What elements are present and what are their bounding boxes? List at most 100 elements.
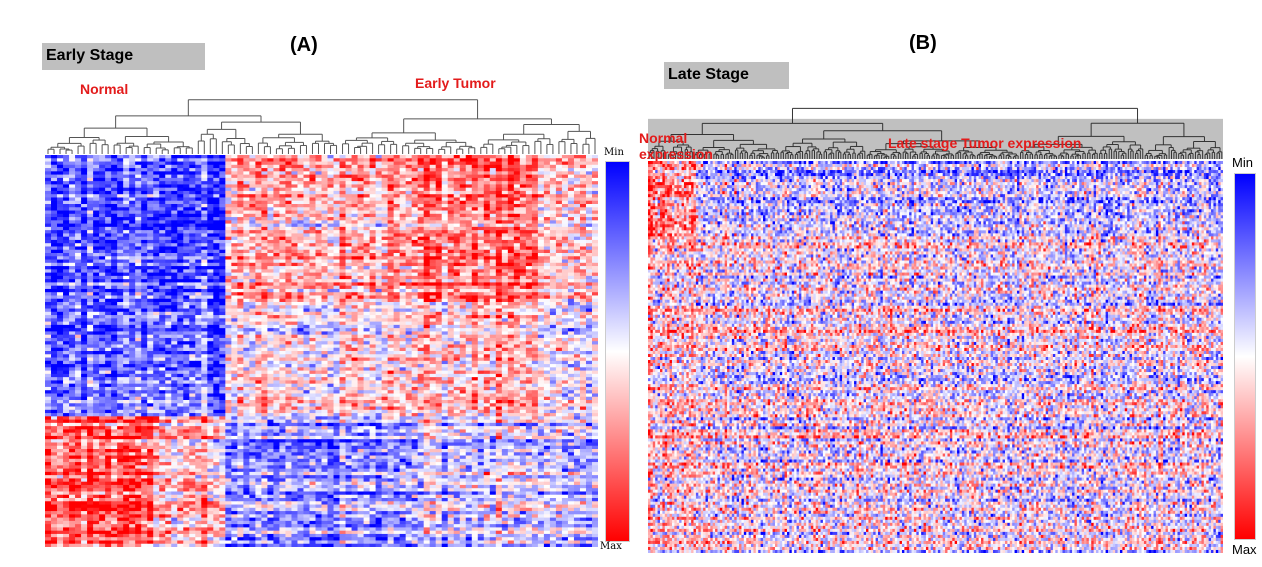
heatmap-cell — [519, 282, 527, 287]
heatmap-cell — [351, 318, 358, 322]
heatmap-cell — [75, 197, 82, 202]
heatmap-cell — [81, 302, 88, 306]
heatmap-cell — [339, 223, 346, 228]
heatmap-cell — [567, 161, 575, 166]
heatmap-cell — [471, 204, 479, 208]
heatmap-cell — [201, 292, 208, 296]
heatmap-cell — [153, 239, 160, 244]
heatmap-cell — [201, 194, 208, 198]
heatmap-cell — [165, 262, 172, 267]
heatmap-cell — [363, 259, 370, 264]
heatmap-cell — [273, 226, 280, 231]
heatmap-cell — [93, 288, 100, 293]
heatmap-cell — [165, 204, 172, 208]
heatmap-cell — [201, 217, 208, 221]
heatmap-cell — [123, 233, 130, 238]
heatmap-cell — [51, 213, 58, 218]
heatmap-cell — [171, 213, 178, 218]
heatmap-cell — [459, 197, 467, 202]
heatmap-cell — [363, 213, 370, 218]
heatmap-cell — [555, 223, 563, 228]
heatmap-cell — [99, 279, 106, 283]
heatmap-cell — [327, 256, 334, 260]
heatmap-cell — [573, 194, 581, 198]
heatmap-cell — [261, 282, 268, 287]
heatmap-cell — [207, 184, 214, 189]
heatmap-cell — [165, 230, 172, 234]
heatmap-cell — [471, 298, 479, 303]
heatmap-cell — [423, 246, 431, 251]
heatmap-cell — [579, 236, 587, 241]
heatmap-cell — [423, 249, 431, 254]
heatmap-cell — [405, 161, 413, 166]
heatmap-cell — [171, 302, 178, 306]
heatmap-cell — [225, 168, 232, 172]
heatmap-cell — [285, 230, 292, 234]
heatmap-cell — [429, 279, 437, 283]
heatmap-cell — [153, 288, 160, 293]
heatmap-cell — [423, 305, 431, 309]
heatmap-cell — [147, 302, 154, 306]
heatmap-cell — [315, 243, 322, 247]
heatmap-cell — [567, 285, 575, 290]
heatmap-cell — [585, 161, 593, 166]
heatmap-cell — [219, 194, 226, 198]
heatmap-cell — [51, 308, 58, 313]
heatmap-cell — [435, 262, 443, 267]
heatmap-cell — [429, 220, 437, 224]
heatmap-cell — [261, 259, 268, 264]
heatmap-cell — [297, 262, 304, 267]
heatmap-cell — [345, 190, 352, 195]
heatmap-cell — [237, 164, 244, 169]
heatmap-cell — [195, 272, 202, 277]
heatmap-cell — [369, 302, 376, 306]
heatmap-cell — [411, 302, 419, 306]
heatmap-cell — [123, 200, 130, 205]
heatmap-cell — [441, 174, 449, 179]
heatmap-cell — [213, 259, 220, 264]
heatmap-cell — [441, 197, 449, 202]
heatmap-cell — [123, 236, 130, 241]
heatmap-cell — [45, 213, 52, 218]
heatmap-cell — [429, 230, 437, 234]
heatmap-cell — [219, 187, 226, 192]
heatmap-cell — [129, 158, 136, 162]
heatmap-cell — [255, 246, 262, 251]
heatmap-cell — [525, 184, 533, 189]
heatmap-cell — [513, 204, 521, 208]
heatmap-cell — [537, 177, 545, 182]
heatmap-cell — [93, 249, 100, 254]
heatmap-cell — [489, 233, 497, 238]
heatmap-cell — [183, 233, 190, 238]
heatmap-cell — [183, 226, 190, 231]
heatmap-cell — [489, 266, 497, 270]
heatmap-cell — [537, 164, 545, 169]
heatmap-cell — [129, 266, 136, 270]
heatmap-cell — [69, 311, 76, 316]
heatmap-cell — [273, 298, 280, 303]
heatmap-cell — [363, 275, 370, 280]
heatmap-cell — [261, 315, 268, 319]
heatmap-cell — [489, 269, 497, 273]
heatmap-cell — [351, 230, 358, 234]
heatmap-cell — [393, 177, 401, 182]
heatmap-cell — [165, 285, 172, 290]
heatmap-cell — [549, 217, 557, 221]
heatmap-cell — [237, 233, 244, 238]
heatmap-cell — [93, 168, 100, 172]
heatmap-cell — [495, 184, 503, 189]
heatmap-cell — [417, 266, 425, 270]
heatmap-cell — [513, 256, 521, 260]
heatmap-cell — [219, 243, 226, 247]
heatmap-cell — [279, 302, 286, 306]
heatmap-cell — [219, 302, 226, 306]
heatmap-cell — [105, 184, 112, 189]
heatmap-cell — [459, 181, 467, 185]
heatmap-cell — [81, 184, 88, 189]
heatmap-cell — [51, 164, 58, 169]
heatmap-cell — [579, 168, 587, 172]
heatmap-cell — [489, 168, 497, 172]
heatmap-cell — [315, 217, 322, 221]
heatmap-cell — [381, 282, 389, 287]
heatmap-cell — [261, 197, 268, 202]
